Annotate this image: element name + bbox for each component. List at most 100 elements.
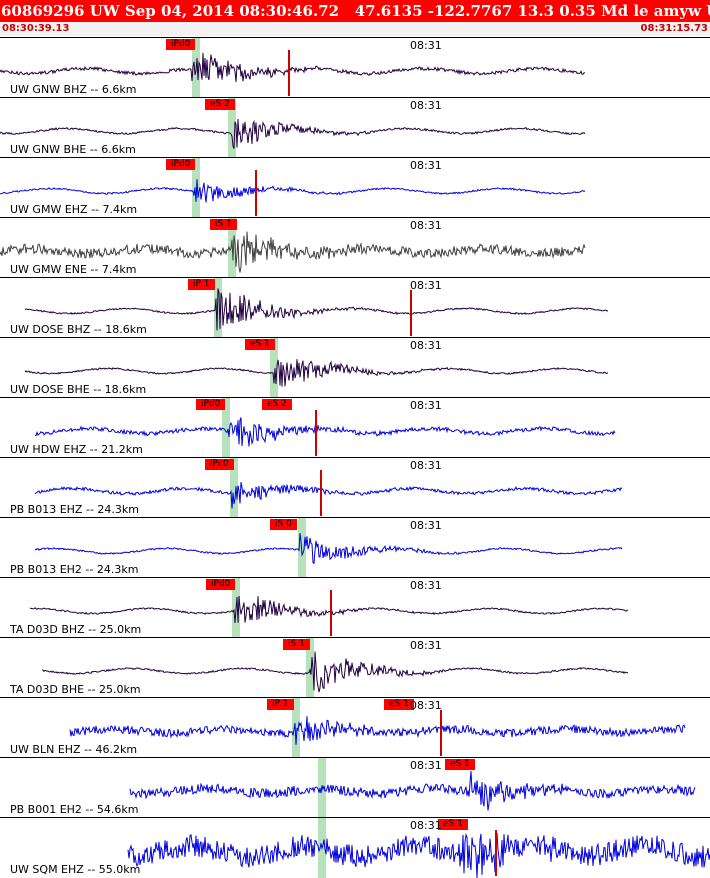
phase-pick-flag[interactable]: eS 1 [438,819,468,830]
phase-pick-flag[interactable]: iPd0 [166,39,196,50]
phase-pick-flag-secondary[interactable]: eS 1 [384,699,414,710]
trace-panel[interactable]: iPd0 08:31 UW GNW BHZ -- 6.6km [0,37,710,98]
phase-window-band [298,518,306,578]
waveform [127,832,710,878]
station-label: PB B001 EH2 -- 54.6km [10,803,139,816]
seismogram-panels: iPd0 08:31 UW GNW BHZ -- 6.6km eS 2 08:31 UW … [0,37,710,878]
waveform-line [41,651,629,693]
time-range-bar: 08:30:39.13 08:31:15.73 [0,22,710,36]
waveform [24,288,609,331]
trace-panel[interactable]: eS 1 08:31 UW DOSE BHE -- 18.6km [0,337,710,398]
phase-window-band [228,98,236,158]
waveform-line [129,770,696,811]
waveform [69,716,686,745]
phase-window-band [270,338,278,398]
trace-panel[interactable]: iPd0 08:31 TA D03D BHZ -- 25.0km [0,577,710,638]
phase-pick-flag[interactable]: iS 1 [283,639,310,650]
phase-pick-flag[interactable]: eS 1 [245,339,275,350]
waveform [34,533,623,565]
waveform-line [34,482,623,509]
waveform [29,595,629,624]
waveform-line [34,417,616,447]
phase-pick-flag-secondary[interactable]: eS 2 [262,399,292,410]
phase-pick-flag[interactable]: iPc0 [205,459,234,470]
station-label: UW SQM EHZ -- 55.0km [10,863,141,876]
amplitude-marker [330,590,332,636]
trace-panel[interactable]: eS 1 08:31 PB B001 EH2 -- 54.6km [0,757,710,818]
trace-panel[interactable]: iS 1 08:31 TA D03D BHE -- 25.0km [0,637,710,698]
minute-tick-label: 08:31 [410,219,442,232]
amplitude-marker [410,290,412,336]
phase-pick-flag[interactable]: iPd0 [206,579,236,590]
phase-window-band [192,158,200,218]
phase-pick-flag[interactable]: eS 2 [205,99,235,110]
station-label: UW BLN EHZ -- 46.2km [10,743,138,756]
minute-tick-label: 08:31 [410,399,442,412]
amplitude-marker [440,710,442,756]
waveform-line [24,288,609,331]
station-label: PB B013 EHZ -- 24.3km [10,503,139,516]
phase-pick-flag[interactable]: iPd0 [196,399,226,410]
minute-tick-label: 08:31 [410,99,442,112]
phase-pick-flag[interactable]: iS 0 [270,519,297,530]
station-label: UW GNW BHZ -- 6.6km [10,83,137,96]
phase-window-band [306,638,314,698]
minute-tick-label: 08:31 [410,279,442,292]
waveform-line [0,52,586,82]
minute-tick-label: 08:31 [410,699,442,712]
phase-pick-flag[interactable]: eS 1 [445,759,475,770]
station-label: UW GMW EHZ -- 7.4km [10,203,138,216]
amplitude-marker [320,470,322,516]
waveform [24,359,609,387]
waveform [0,179,586,203]
minute-tick-label: 08:31 [410,639,442,652]
phase-window-band [222,398,230,458]
station-label: UW DOSE BHE -- 18.6km [10,383,147,396]
station-label: UW HDW EHZ -- 21.2km [10,443,143,456]
trace-panel[interactable]: iP 1 08:31 UW DOSE BHZ -- 18.6km [0,277,710,338]
waveform [0,52,586,82]
amplitude-marker [255,170,257,216]
minute-tick-label: 08:31 [410,579,442,592]
trace-panel[interactable]: iPd0 08:31 UW GMW EHZ -- 7.4km [0,157,710,218]
amplitude-marker [288,50,290,96]
waveform-line [24,359,609,387]
minute-tick-label: 08:31 [410,159,442,172]
waveform [41,651,629,693]
trace-panel[interactable]: iP 1 eS 1 08:31 UW BLN EHZ -- 46.2km [0,697,710,758]
phase-pick-flag[interactable]: iP 1 [267,699,294,710]
amplitude-marker [315,410,317,456]
phase-pick-flag[interactable]: iPd0 [166,159,196,170]
waveform [0,231,586,273]
phase-pick-flag[interactable]: iP 1 [188,279,215,290]
event-title-bar: 60869296 UW Sep 04, 2014 08:30:46.72 47.… [0,0,710,22]
station-label: UW GMW ENE -- 7.4km [10,263,137,276]
waveform-line [34,533,623,565]
trace-panel[interactable]: iPd0 eS 2 08:31 UW HDW EHZ -- 21.2km [0,397,710,458]
minute-tick-label: 08:31 [410,459,442,472]
waveform-line [0,118,586,149]
trace-panel[interactable]: eS 2 08:31 UW GNW BHE -- 6.6km [0,97,710,158]
phase-pick-flag[interactable]: iS 1 [210,219,237,230]
waveform-line [29,595,629,624]
phase-window-band [230,458,238,518]
station-label: UW GNW BHE -- 6.6km [10,143,136,156]
waveform [0,118,586,149]
waveform-line [127,832,710,878]
minute-tick-label: 08:31 [410,819,442,832]
trace-panel[interactable]: iS 1 08:31 UW GMW ENE -- 7.4km [0,217,710,278]
trace-panel[interactable]: iPc0 08:31 PB B013 EHZ -- 24.3km [0,457,710,518]
minute-tick-label: 08:31 [410,519,442,532]
waveform-line [0,231,586,273]
station-label: UW DOSE BHZ -- 18.6km [10,323,147,336]
trace-panel[interactable]: eS 1 08:31 UW SQM EHZ -- 55.0km [0,817,710,878]
minute-tick-label: 08:31 [410,339,442,352]
trace-panel[interactable]: iS 0 08:31 PB B013 EH2 -- 24.3km [0,517,710,578]
phase-window-band [292,698,300,758]
minute-tick-label: 08:31 [410,759,442,772]
waveform-line [0,179,586,203]
waveform-line [69,716,686,745]
waveform [34,417,616,447]
end-time-label: 08:31:15.73 [640,23,708,34]
waveform [34,482,623,509]
